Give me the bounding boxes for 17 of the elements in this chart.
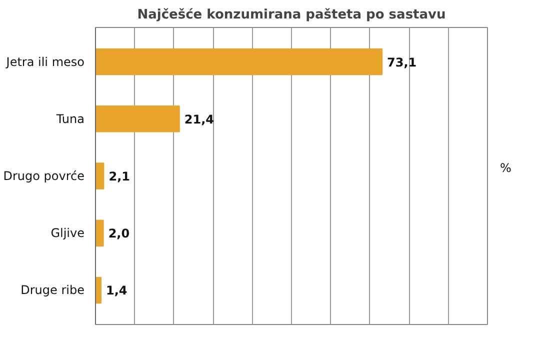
y-tick-label: Druge ribe [20, 283, 85, 298]
data-label: 1,4 [106, 284, 128, 298]
data-label: 73,1 [387, 55, 417, 70]
bar [96, 276, 102, 304]
bar [96, 106, 180, 132]
data-label: 2,0 [108, 226, 130, 241]
text: % [500, 160, 512, 177]
y-tick-label: Drugo povrće [3, 169, 84, 183]
data-label: 2,1 [108, 170, 130, 184]
chart-title: Najčešće konzumirana pašteta po sastavu [137, 8, 446, 22]
data-label: 21,4 [184, 112, 214, 126]
bar [96, 162, 104, 190]
bar [96, 48, 383, 76]
y-tick-label: Jetra ili meso [5, 54, 85, 69]
bar [96, 220, 104, 246]
y-tick-label: Tuna [55, 112, 85, 126]
y-tick-label: Gljive [50, 226, 85, 240]
